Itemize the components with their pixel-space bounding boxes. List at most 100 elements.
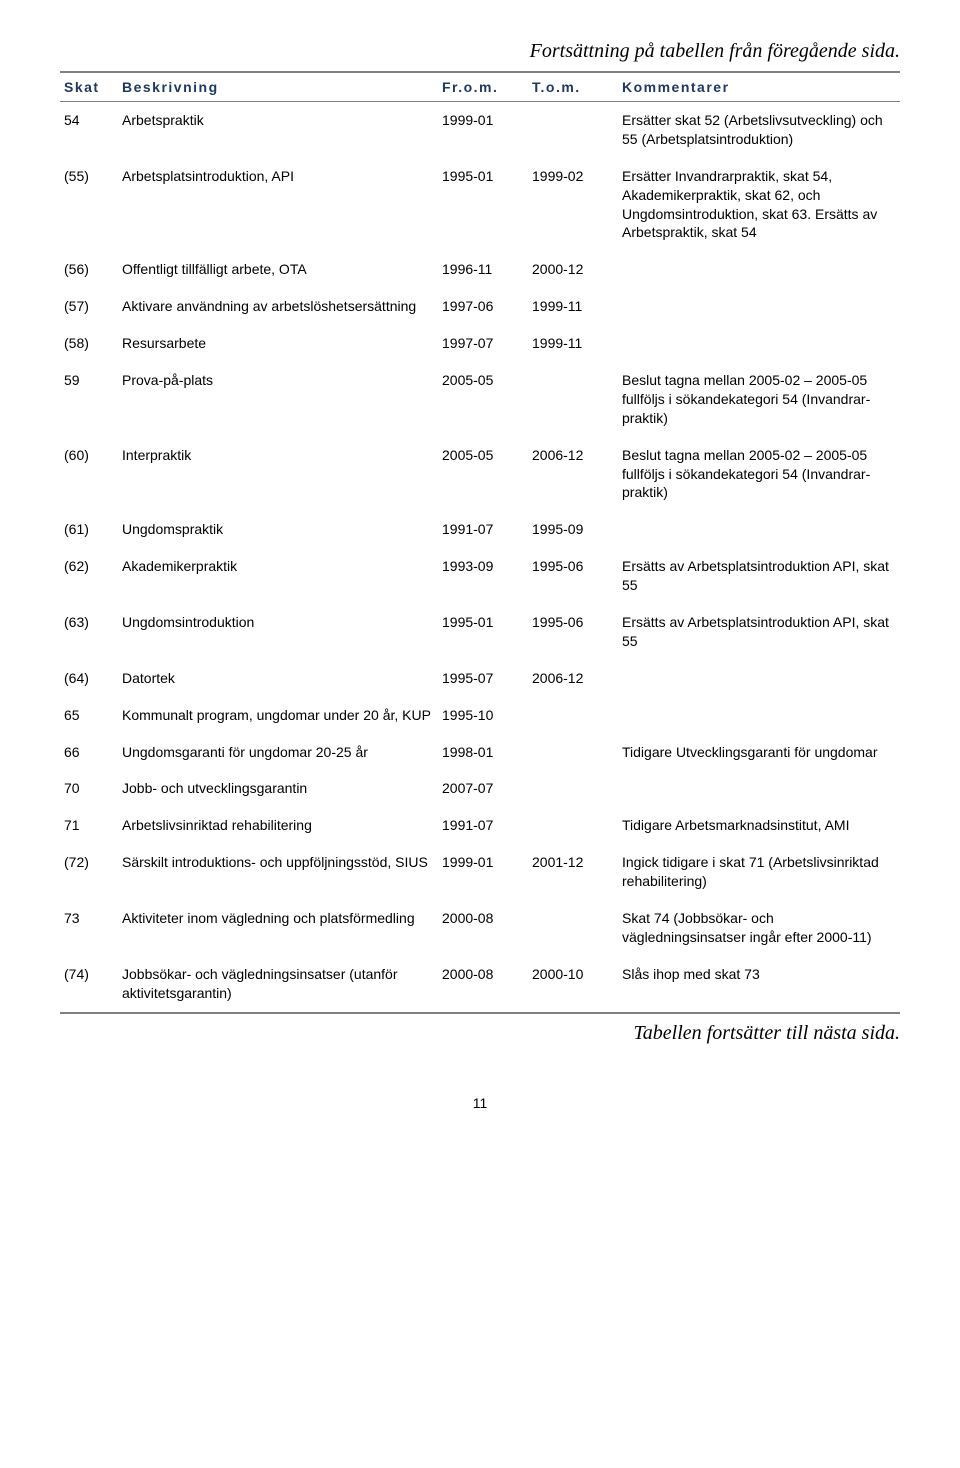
cell-kommentarer (618, 660, 900, 697)
cell-from: 1991-07 (438, 511, 528, 548)
cell-tom (528, 697, 618, 734)
table-row: 59Prova-på-plats2005-05 Beslut tagna mell… (60, 362, 900, 437)
cell-skat: (57) (60, 288, 118, 325)
cell-tom: 1995-06 (528, 604, 618, 660)
cell-kommentarer: Skat 74 (Jobbsökar- och vägledningsinsat… (618, 900, 900, 956)
table-row: 54Arbetspraktik1999-01 Ersätter skat 52 (… (60, 102, 900, 158)
cell-skat: 71 (60, 807, 118, 844)
cell-tom (528, 734, 618, 771)
cell-skat: 66 (60, 734, 118, 771)
cell-from: 1997-06 (438, 288, 528, 325)
table-row: 70Jobb- och utvecklingsgarantin2007-07 (60, 770, 900, 807)
cell-kommentarer: Beslut tagna mellan 2005-02 – 2005-05 fu… (618, 362, 900, 437)
table-row: (57)Aktivare användning av arbetslös­het… (60, 288, 900, 325)
cell-from: 1995-01 (438, 604, 528, 660)
cell-tom: 1999-11 (528, 325, 618, 362)
cell-beskrivning: Ungdomsgaranti för ungdomar 20-25 år (118, 734, 438, 771)
cell-tom: 1995-09 (528, 511, 618, 548)
cell-skat: 70 (60, 770, 118, 807)
cell-from: 1995-10 (438, 697, 528, 734)
page: Fortsättning på tabellen från föregående… (0, 0, 960, 1151)
table-row: 71Arbetslivsinriktad rehabilitering1991-… (60, 807, 900, 844)
col-header-tom: T.o.m. (528, 72, 618, 102)
table-body: 54Arbetspraktik1999-01Ersätter skat 52 (… (60, 102, 900, 1013)
cell-tom (528, 807, 618, 844)
cell-kommentarer (618, 697, 900, 734)
cell-tom (528, 102, 618, 158)
table-continuation-caption-bottom: Tabellen fortsätter till nästa sida. (60, 1022, 900, 1045)
cell-kommentarer: Ersätts av Arbetsplatsintro­duktion API,… (618, 548, 900, 604)
table-row: (61)Ungdomspraktik1991-071995-09 (60, 511, 900, 548)
table-row: (62)Akademikerpraktik1993-091995-06Ersät… (60, 548, 900, 604)
cell-skat: 54 (60, 102, 118, 158)
cell-skat: (72) (60, 844, 118, 900)
cell-skat: (58) (60, 325, 118, 362)
data-table: Skat Beskrivning Fr.o.m. T.o.m. Kommenta… (60, 71, 900, 1014)
cell-kommentarer: Tidigare Utvecklingsgaranti för ungdomar (618, 734, 900, 771)
cell-kommentarer (618, 770, 900, 807)
cell-tom (528, 362, 618, 437)
cell-beskrivning: Resursarbete (118, 325, 438, 362)
cell-from: 1991-07 (438, 807, 528, 844)
table-row: (60)Interpraktik2005-052006-12Beslut tag… (60, 437, 900, 512)
cell-beskrivning: Akademikerpraktik (118, 548, 438, 604)
cell-beskrivning: Prova-på-plats (118, 362, 438, 437)
cell-tom: 2000-12 (528, 251, 618, 288)
table-row: (74)Jobbsökar- och vägledningsinsatser (… (60, 956, 900, 1013)
table-row: (72)Särskilt introduktions- och uppfölj­… (60, 844, 900, 900)
table-row: (55)Arbetsplatsintroduktion, API1995-011… (60, 158, 900, 252)
table-header-row: Skat Beskrivning Fr.o.m. T.o.m. Kommenta… (60, 72, 900, 102)
cell-tom: 2000-10 (528, 956, 618, 1013)
cell-beskrivning: Arbetsplatsintroduktion, API (118, 158, 438, 252)
col-header-from: Fr.o.m. (438, 72, 528, 102)
cell-kommentarer: Ersätter skat 52 (Arbetslivs­utveckling)… (618, 102, 900, 158)
cell-skat: (55) (60, 158, 118, 252)
cell-beskrivning: Särskilt introduktions- och uppfölj­ning… (118, 844, 438, 900)
cell-skat: 59 (60, 362, 118, 437)
cell-tom: 2006-12 (528, 660, 618, 697)
cell-from: 2005-05 (438, 362, 528, 437)
cell-tom: 1999-11 (528, 288, 618, 325)
cell-from: 2007-07 (438, 770, 528, 807)
cell-from: 1998-01 (438, 734, 528, 771)
cell-from: 1995-01 (438, 158, 528, 252)
col-header-kommentarer: Kommentarer (618, 72, 900, 102)
col-header-beskrivning: Beskrivning (118, 72, 438, 102)
cell-from: 1997-07 (438, 325, 528, 362)
table-row: 73Aktiviteter inom vägledning och platsf… (60, 900, 900, 956)
cell-kommentarer: Ingick tidigare i skat 71 (Arbetslivsinr… (618, 844, 900, 900)
cell-beskrivning: Interpraktik (118, 437, 438, 512)
cell-tom: 2001-12 (528, 844, 618, 900)
cell-from: 1995-07 (438, 660, 528, 697)
cell-from: 1999-01 (438, 844, 528, 900)
cell-from: 2000-08 (438, 956, 528, 1013)
cell-from: 2000-08 (438, 900, 528, 956)
cell-kommentarer: Beslut tagna mellan 2005-02 – 2005-05 fu… (618, 437, 900, 512)
cell-skat: (74) (60, 956, 118, 1013)
cell-tom (528, 770, 618, 807)
cell-tom (528, 900, 618, 956)
cell-skat: (60) (60, 437, 118, 512)
cell-beskrivning: Arbetspraktik (118, 102, 438, 158)
cell-skat: (56) (60, 251, 118, 288)
cell-tom: 2006-12 (528, 437, 618, 512)
table-row: 66Ungdomsgaranti för ungdomar 20-25 år19… (60, 734, 900, 771)
cell-beskrivning: Arbetslivsinriktad rehabilitering (118, 807, 438, 844)
table-row: (56)Offentligt tillfälligt arbete, OTA19… (60, 251, 900, 288)
cell-kommentarer: Ersätter Invandrarpraktik, skat 54, Akad… (618, 158, 900, 252)
cell-kommentarer: Tidigare Arbetsmarknadsin­stitut, AMI (618, 807, 900, 844)
cell-beskrivning: Aktivare användning av arbetslös­hetsers… (118, 288, 438, 325)
cell-beskrivning: Kommunalt program, ungdomar under 20 år,… (118, 697, 438, 734)
table-row: (63)Ungdomsintroduktion1995-011995-06Ers… (60, 604, 900, 660)
cell-from: 1999-01 (438, 102, 528, 158)
cell-beskrivning: Jobb- och utvecklingsgarantin (118, 770, 438, 807)
cell-skat: 65 (60, 697, 118, 734)
cell-beskrivning: Datortek (118, 660, 438, 697)
cell-kommentarer (618, 325, 900, 362)
cell-skat: (61) (60, 511, 118, 548)
cell-beskrivning: Offentligt tillfälligt arbete, OTA (118, 251, 438, 288)
page-number: 11 (60, 1095, 900, 1111)
cell-tom: 1999-02 (528, 158, 618, 252)
cell-skat: (62) (60, 548, 118, 604)
cell-from: 1996-11 (438, 251, 528, 288)
